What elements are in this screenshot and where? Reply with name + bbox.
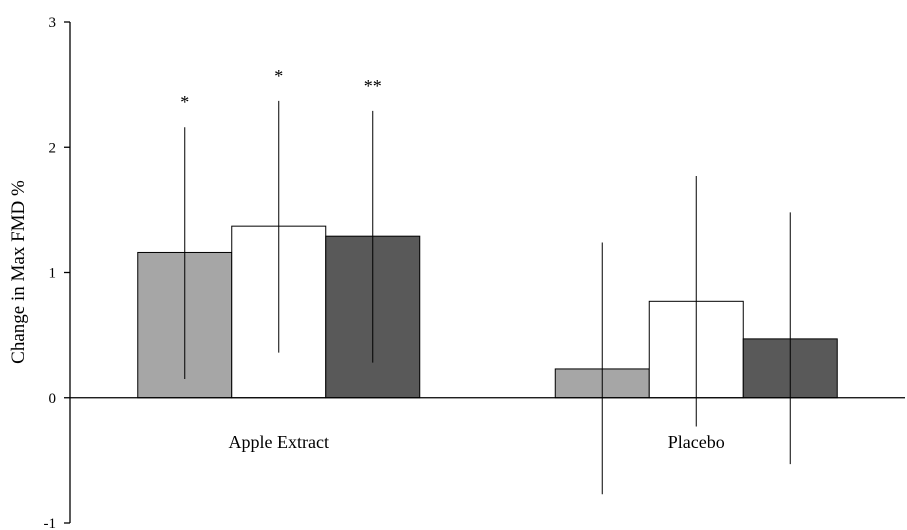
significance-marker: ** — [364, 76, 382, 96]
y-tick-label: 3 — [49, 15, 57, 31]
y-tick-label: 1 — [49, 266, 57, 282]
y-tick-label: -1 — [44, 516, 57, 530]
category-label: Apple Extract — [229, 432, 329, 452]
bars-layer — [137, 225, 838, 399]
y-tick-label: 2 — [49, 140, 57, 156]
category-label: Placebo — [668, 432, 725, 452]
y-ticks-layer: -1 0 1 2 3 — [44, 15, 70, 530]
significance-marker: * — [180, 92, 189, 112]
y-tick-label: 0 — [49, 391, 57, 407]
y-axis-title: Change in Max FMD % — [8, 180, 29, 364]
significance-marker: * — [274, 66, 283, 86]
error-bars-layer — [184, 100, 791, 495]
labels-layer: Apple Extract Placebo**** — [180, 66, 724, 452]
